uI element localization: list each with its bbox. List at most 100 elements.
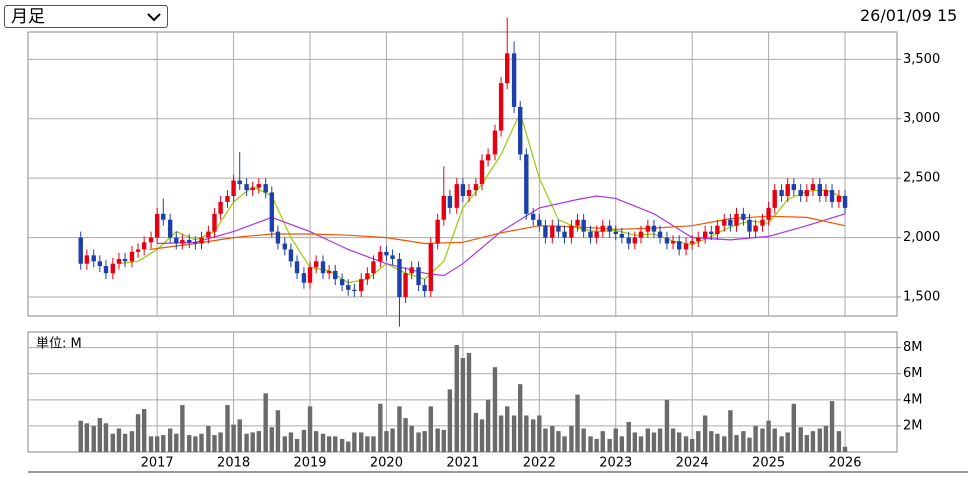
candle-body: [829, 190, 835, 202]
volume-bar: [384, 431, 389, 452]
candle-body: [212, 213, 217, 232]
candle-body: [670, 241, 676, 244]
candle-body: [435, 219, 440, 244]
candle-body: [479, 160, 485, 185]
volume-bar: [651, 432, 657, 452]
candle-body: [441, 195, 446, 220]
volume-bar: [206, 425, 211, 452]
volume-bar: [581, 428, 586, 452]
volume-bar: [779, 436, 784, 452]
candle-body: [352, 289, 357, 292]
candle-body: [530, 213, 536, 220]
candle-body: [753, 225, 758, 232]
candle-body: [613, 231, 618, 235]
x-tick-label: 2026: [828, 456, 861, 471]
candle-body: [734, 213, 739, 226]
candle-body: [333, 270, 338, 280]
volume-bar: [154, 436, 160, 452]
candle-body: [365, 273, 370, 280]
candle-body: [275, 231, 281, 244]
volume-bar: [288, 432, 294, 452]
volume-bar: [696, 431, 701, 452]
candle-body: [785, 184, 790, 196]
volume-bar: [505, 406, 510, 452]
candle-body: [174, 237, 179, 244]
candle-body: [741, 213, 746, 220]
candle-body: [760, 219, 765, 226]
candle-body: [409, 267, 414, 274]
volume-bar: [638, 436, 644, 452]
candle-body: [307, 267, 313, 283]
candle-body: [148, 237, 154, 243]
candle-body: [416, 267, 421, 286]
volume-bar: [607, 438, 612, 452]
timestamp: 26/01/09 15: [860, 6, 958, 25]
candle-body: [779, 190, 784, 196]
volume-bar: [352, 432, 357, 452]
candle-body: [676, 241, 682, 250]
volume-bar: [294, 438, 300, 452]
candle-body: [397, 258, 402, 297]
candle-body: [141, 242, 147, 250]
candle-body: [326, 270, 332, 274]
candle-body: [244, 184, 249, 191]
candle-body: [256, 184, 262, 188]
volume-bar: [556, 431, 561, 452]
volume-bar: [199, 433, 204, 452]
candle-body: [403, 273, 408, 297]
volume-bar: [103, 423, 109, 452]
volume-bar: [632, 432, 638, 452]
candle-body: [320, 261, 326, 274]
volume-bar: [817, 428, 823, 452]
volume-bar: [141, 408, 147, 452]
candle-body: [823, 190, 829, 196]
volume-bar: [167, 428, 173, 452]
candle-body: [116, 258, 122, 264]
candle-body: [607, 225, 612, 232]
volume-bar: [550, 425, 555, 452]
x-tick-label: 2020: [370, 456, 403, 471]
candle-body: [485, 154, 491, 161]
candle-body: [722, 219, 727, 226]
volume-bar: [511, 415, 517, 452]
candle-body: [766, 207, 771, 220]
candle-body: [638, 231, 644, 238]
volume-bar: [110, 433, 116, 452]
candle-body: [447, 195, 453, 208]
volume-bar: [791, 403, 797, 452]
volume-bar: [485, 399, 491, 452]
candle-body: [588, 231, 593, 238]
candle-body: [466, 190, 472, 196]
volume-bar: [664, 399, 670, 452]
volume-bar: [339, 438, 345, 452]
volume-bar: [619, 436, 625, 452]
volume-bar: [460, 358, 466, 452]
candle-body: [122, 258, 128, 262]
volume-bar: [129, 431, 135, 452]
candle-body: [817, 184, 823, 196]
period-select[interactable]: 月足: [4, 5, 168, 28]
volume-bar: [346, 441, 351, 452]
volume-bar: [804, 435, 810, 452]
candle-body: [524, 154, 529, 214]
volume-bar: [135, 414, 141, 452]
volume-bar: [148, 436, 154, 452]
candle-body: [359, 279, 364, 292]
candle-body: [810, 184, 816, 191]
volume-bar: [760, 428, 765, 452]
y-tick-label: 3,500: [903, 52, 940, 67]
volume-bar: [174, 433, 179, 452]
candle-body: [689, 241, 695, 244]
volume-bar: [645, 428, 651, 452]
candle-body: [218, 201, 223, 214]
volume-bar: [689, 438, 695, 452]
volume-bar: [333, 436, 338, 452]
volume-bar: [600, 431, 605, 452]
volume-bar: [218, 432, 223, 452]
volume-bar: [326, 436, 332, 452]
candle-body: [556, 225, 561, 232]
candle-body: [231, 180, 236, 196]
y-tick-label: 2M: [903, 418, 923, 433]
candle-body: [772, 190, 777, 208]
candle-body: [91, 255, 96, 262]
